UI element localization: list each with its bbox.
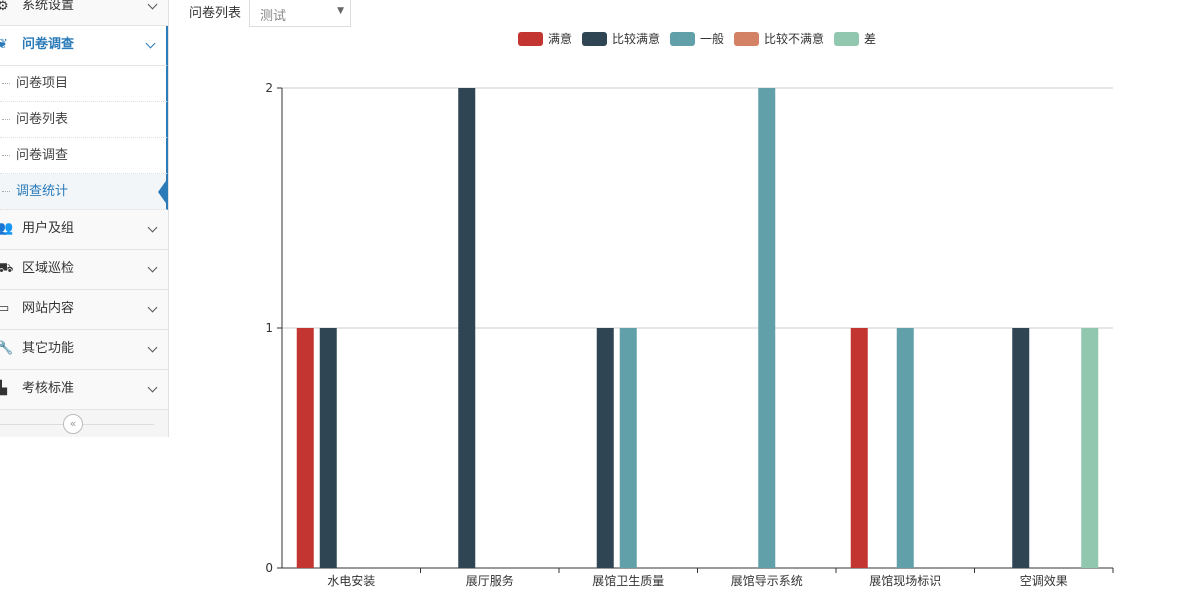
sidebar-item-label: 网站内容 [22,301,75,316]
y-tick-label: 0 [265,561,273,575]
legend-label: 满意 [548,31,572,46]
sidebar-item-label: 考核标准 [22,381,75,396]
sidebar-item-system-settings[interactable]: ⚙ 系统设置 [0,0,168,26]
sidebar-item-label: 其它功能 [22,341,75,356]
x-category-label: 水电安装 [327,573,375,588]
survey-select[interactable]: 测试 ▼ [249,0,351,27]
sidebar-item-users-groups[interactable]: 👥 用户及组 [0,210,168,250]
monitor-icon: ▭ [0,301,10,316]
legend-swatch [582,32,607,46]
bar [896,328,914,568]
tree-connector [2,155,10,156]
tree-connector [2,83,10,84]
sidebar-item-label: 区域巡检 [22,261,75,276]
gear-icon: ⚙ [0,0,9,14]
legend-label: 比较满意 [612,31,660,46]
sidebar-item-label: 问卷调查 [22,37,75,52]
sidebar-item-website-content[interactable]: ▭ 网站内容 [0,290,168,330]
legend-swatch [734,32,759,46]
bar [1012,328,1030,568]
sidebar-subitem-label: 问卷项目 [16,76,69,91]
sidebar-item-survey[interactable]: ❦ 问卷调查 [0,26,168,66]
paw-icon: ❦ [0,37,8,52]
x-category-label: 展馆卫生质量 [592,573,664,588]
sidebar-subitem-survey-list[interactable]: 问卷列表 [0,102,168,138]
bar [619,328,637,568]
bar [596,328,614,568]
sidebar-subitem-survey-projects[interactable]: 问卷项目 [0,66,168,102]
bar [458,88,476,568]
sidebar-item-label: 用户及组 [22,221,75,236]
sidebar-subitem-survey[interactable]: 问卷调查 [0,138,168,174]
tree-connector [2,119,10,120]
truck-icon: ⛟ [0,261,14,276]
bar [1081,328,1099,568]
bar [850,328,868,568]
users-icon: 👥 [0,221,14,236]
bar-chart-icon: ▙ [0,381,7,396]
legend-swatch [834,32,859,46]
caret-down-icon: ▼ [337,6,344,16]
legend-label: 差 [864,32,876,46]
sidebar-item-area-inspection[interactable]: ⛟ 区域巡检 [0,250,168,290]
bar [758,88,776,568]
sidebar-collapse-bar: « [0,410,168,437]
collapse-sidebar-button[interactable]: « [63,414,83,434]
sidebar-item-assessment-standards[interactable]: ▙ 考核标准 [0,370,168,410]
wrench-icon: 🔧 [0,341,14,356]
sidebar: ⚙ 系统设置 ❦ 问卷调查 问卷项目 问卷列表 问卷调查 调查统计 👥 用户及组… [0,0,169,437]
x-category-label: 展馆导示系统 [731,573,803,588]
survey-select-value: 测试 [260,9,287,24]
x-category-label: 展馆现场标识 [869,573,941,588]
legend-swatch [670,32,695,46]
sidebar-subitem-label: 问卷列表 [16,112,69,127]
y-tick-label: 1 [265,321,273,335]
bar [319,328,337,568]
legend-label: 比较不满意 [764,31,824,46]
legend-swatch [518,32,543,46]
sidebar-subitem-survey-statistics[interactable]: 调查统计 [0,174,168,210]
x-category-label: 空调效果 [1020,573,1068,588]
survey-list-label: 问卷列表 [189,6,242,21]
sidebar-subitem-label: 问卷调查 [16,148,69,163]
y-tick-label: 2 [265,81,273,95]
legend-label: 一般 [700,31,724,46]
sidebar-item-label: 系统设置 [22,0,75,13]
sidebar-item-other-functions[interactable]: 🔧 其它功能 [0,330,168,370]
active-pointer-icon [158,178,168,206]
sidebar-subitem-label: 调查统计 [16,184,69,199]
tree-connector [2,191,10,192]
bar [296,328,314,568]
x-category-label: 展厅服务 [466,573,514,588]
